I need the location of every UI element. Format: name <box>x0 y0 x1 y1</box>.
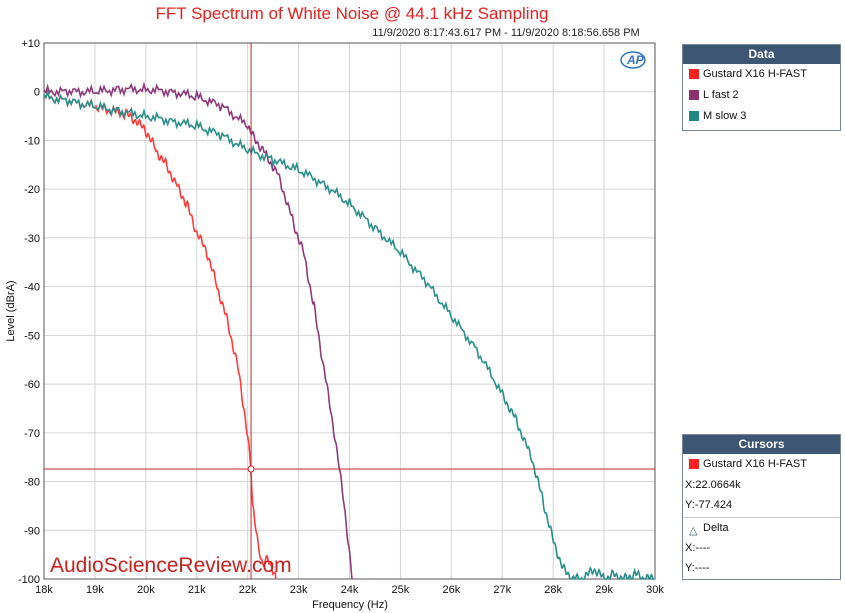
ap-logo-icon: AP <box>620 51 646 69</box>
legend-label: L fast 2 <box>703 89 739 101</box>
y-tick-label: -10 <box>24 135 40 147</box>
legend-item[interactable]: L fast 2 <box>683 85 840 106</box>
cursor-x-readout: X:22.0664k <box>685 479 741 491</box>
chart-subtitle: 11/9/2020 8:17:43.617 PM - 11/9/2020 8:1… <box>372 27 639 39</box>
cursors-panel: Cursors Gustard X16 H-FAST X:22.0664k Y:… <box>682 434 841 580</box>
x-tick-label: 29k <box>595 584 613 596</box>
delta-y-readout: Y:---- <box>685 562 710 574</box>
x-tick-label: 19k <box>86 584 104 596</box>
cursor-trace-label: Gustard X16 H-FAST <box>703 458 807 470</box>
series-line <box>43 89 655 581</box>
x-tick-label: 22k <box>239 584 257 596</box>
cursor-trace-item[interactable]: Gustard X16 H-FAST <box>683 454 840 475</box>
series-line <box>43 81 353 580</box>
x-tick-label: 18k <box>35 584 53 596</box>
x-tick-label: 24k <box>341 584 359 596</box>
y-tick-label: -60 <box>24 379 40 391</box>
delta-triangle-icon: △ <box>689 525 698 537</box>
data-panel: Data Gustard X16 H-FAST L fast 2 M slow 3 <box>682 44 841 131</box>
y-tick-label: -30 <box>24 233 40 245</box>
legend-swatch <box>689 111 699 121</box>
delta-x-readout: X:---- <box>685 542 711 554</box>
y-tick-label: -40 <box>24 282 40 294</box>
svg-text:AP: AP <box>626 53 645 67</box>
legend-label: Gustard X16 H-FAST <box>703 68 807 80</box>
x-tick-label: 28k <box>544 584 562 596</box>
data-panel-title: Data <box>683 45 840 64</box>
grid <box>43 42 656 580</box>
y-tick-label: -70 <box>24 428 40 440</box>
cursor-crosshair[interactable] <box>44 43 655 579</box>
cursors-panel-title: Cursors <box>683 435 840 454</box>
x-axis-label: Frequency (Hz) <box>312 599 388 611</box>
x-tick-label: 27k <box>493 584 511 596</box>
chart-title: FFT Spectrum of White Noise @ 44.1 kHz S… <box>156 4 549 23</box>
x-tick-label: 21k <box>188 584 206 596</box>
legend-swatch <box>689 90 699 100</box>
watermark-text: AudioScienceReview.com <box>50 554 292 577</box>
y-axis-label: Level (dBrA) <box>5 280 17 341</box>
y-tick-label: -100 <box>18 574 40 586</box>
x-tick-label: 23k <box>290 584 308 596</box>
legend-item[interactable]: M slow 3 <box>683 106 840 127</box>
x-tick-label: 30k <box>646 584 664 596</box>
legend-item[interactable]: Gustard X16 H-FAST <box>683 64 840 85</box>
y-tick-label: +10 <box>21 38 40 50</box>
y-tick-label: -90 <box>24 525 40 537</box>
x-tick-label: 25k <box>392 584 410 596</box>
y-tick-label: 0 <box>34 87 40 99</box>
delta-row[interactable]: △ Delta <box>683 518 840 538</box>
delta-label: Delta <box>703 522 729 534</box>
cursor-y-readout: Y:-77.424 <box>685 499 733 511</box>
cursor-trace-swatch <box>689 459 699 469</box>
x-axis-ticks: 18k 19k 20k 21k 22k 23k 24k 25k 26k 27k 28k 29k 30k <box>35 584 664 596</box>
plot-frame <box>43 42 656 580</box>
y-axis-ticks: +10 0 -10 -20 -30 -40 -50 -60 -70 -80 -90 -100 <box>18 38 40 586</box>
y-tick-label: -20 <box>24 184 40 196</box>
cursor-point[interactable] <box>247 465 255 473</box>
y-tick-label: -80 <box>24 477 40 489</box>
series-lines <box>43 81 655 581</box>
x-tick-label: 26k <box>442 584 460 596</box>
x-tick-label: 20k <box>137 584 155 596</box>
legend-label: M slow 3 <box>703 110 747 122</box>
legend-swatch <box>689 69 699 79</box>
y-tick-label: -50 <box>24 330 40 342</box>
